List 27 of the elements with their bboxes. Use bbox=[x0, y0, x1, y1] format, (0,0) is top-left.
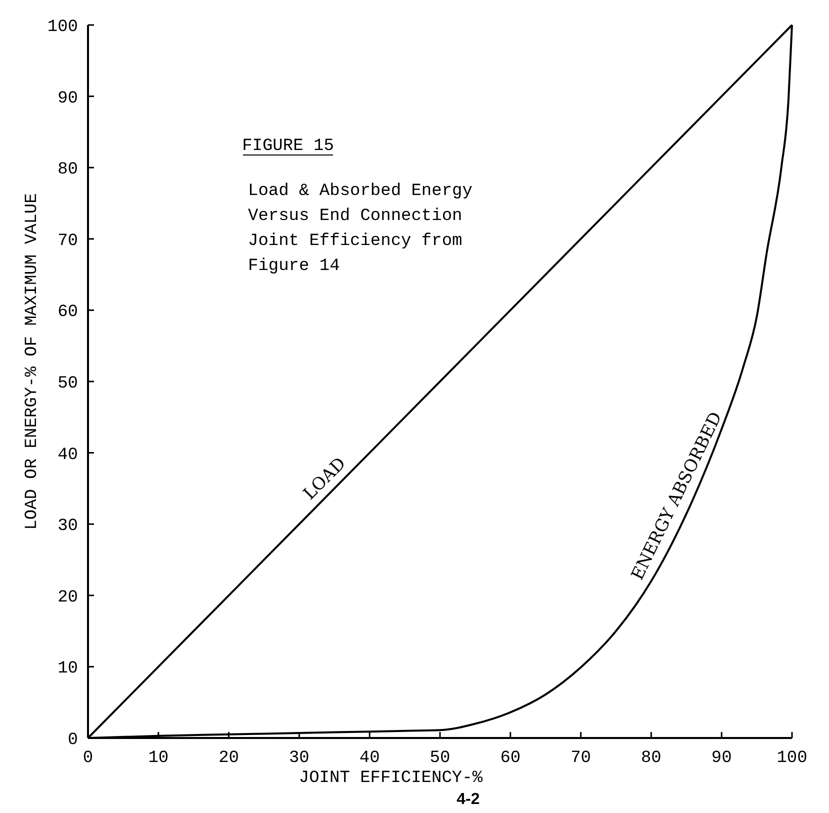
text: Load & Absorbed Energy Versus End Connection Joint Efficiency from Figure 14 bbox=[248, 182, 472, 276]
x-tick-label: 60 bbox=[500, 749, 521, 768]
x-tick-label: 100 bbox=[776, 749, 808, 768]
x-tick-label: 70 bbox=[570, 749, 592, 768]
x-tick-label: 80 bbox=[640, 749, 662, 768]
y-tick-label: 80 bbox=[58, 160, 78, 180]
text: FIGURE 15 bbox=[242, 137, 334, 156]
x-tick-label: 0 bbox=[82, 749, 94, 768]
y-tick-label: 20 bbox=[58, 588, 78, 608]
y-tick-label: 70 bbox=[58, 232, 78, 251]
y-tick-label: 0 bbox=[68, 731, 78, 750]
x-tick-label: 10 bbox=[148, 749, 169, 768]
x-tick-label: 30 bbox=[288, 749, 310, 768]
x-tick-label: 50 bbox=[430, 749, 450, 768]
x-tick-label: 90 bbox=[711, 749, 732, 768]
y-tick-label: 60 bbox=[58, 303, 78, 322]
text: 4-2 bbox=[456, 791, 480, 808]
y-tick-label: 40 bbox=[58, 446, 78, 465]
x-axis-title: JOINT EFFICIENCY-% bbox=[298, 769, 484, 788]
x-tick-label: 20 bbox=[218, 749, 240, 768]
y-tick-label: 10 bbox=[58, 660, 78, 679]
y-tick-label: 100 bbox=[47, 18, 78, 37]
y-tick-label: 30 bbox=[58, 517, 78, 536]
x-tick-label: 40 bbox=[359, 749, 380, 768]
y-axis-title: LOAD OR ENERGY-% OF MAXIMUM VALUE bbox=[23, 193, 42, 530]
y-tick-label: 50 bbox=[58, 374, 78, 394]
y-tick-label: 90 bbox=[58, 89, 78, 108]
